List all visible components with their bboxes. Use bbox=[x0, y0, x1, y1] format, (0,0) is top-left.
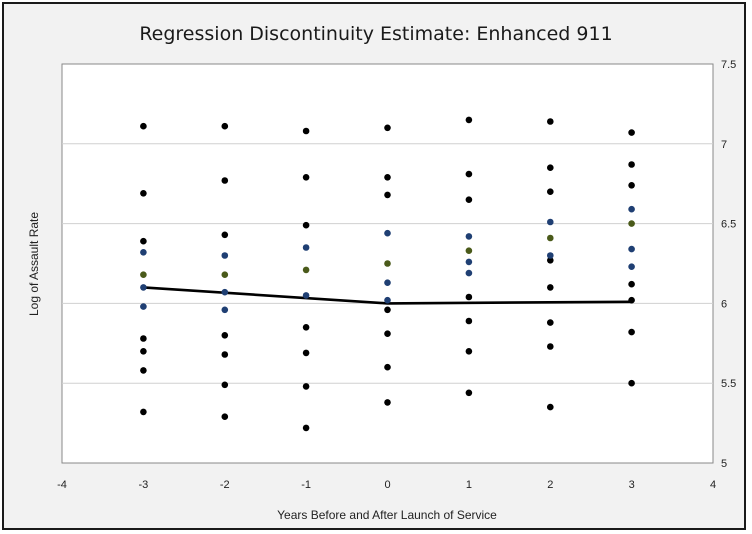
data-point bbox=[465, 293, 473, 301]
data-point bbox=[465, 258, 473, 266]
data-point bbox=[465, 389, 473, 397]
x-tick-label: 3 bbox=[629, 479, 635, 491]
data-point bbox=[628, 296, 635, 304]
x-tick-label: -1 bbox=[301, 479, 311, 491]
data-point bbox=[140, 303, 147, 310]
x-tick-label: 2 bbox=[547, 479, 553, 491]
data-point bbox=[465, 170, 473, 178]
data-point bbox=[384, 260, 391, 267]
x-tick-label: 1 bbox=[466, 479, 472, 491]
y-axis-label: Log of Assault Rate bbox=[27, 212, 41, 316]
data-point bbox=[302, 349, 310, 357]
chart-title: Regression Discontinuity Estimate: Enhan… bbox=[139, 23, 612, 45]
data-point bbox=[384, 124, 391, 132]
data-point bbox=[221, 122, 229, 130]
y-tick-label: 6 bbox=[721, 298, 727, 310]
y-tick-label: 5.5 bbox=[721, 378, 736, 390]
data-point bbox=[628, 205, 635, 213]
data-point bbox=[302, 244, 310, 251]
data-point bbox=[221, 332, 229, 339]
data-point bbox=[628, 129, 635, 136]
tick-layer: 5 5.5 6 6.5 7 7.5 -4 -3 -2 -1 0 1 2 3 4 bbox=[57, 59, 736, 491]
data-point bbox=[140, 249, 147, 256]
chart-frame: 5 5.5 6 6.5 7 7.5 -4 -3 -2 -1 0 1 2 3 4 Regression Dis… bbox=[2, 2, 746, 530]
data-point bbox=[547, 284, 554, 291]
data-point bbox=[302, 266, 310, 274]
data-point bbox=[628, 182, 635, 189]
data-point bbox=[140, 348, 147, 355]
data-point bbox=[547, 188, 554, 195]
chart-svg: 5 5.5 6 6.5 7 7.5 -4 -3 -2 -1 0 1 2 3 4 Regression Dis… bbox=[27, 23, 736, 522]
data-point bbox=[384, 191, 391, 199]
data-point bbox=[384, 330, 391, 338]
data-point bbox=[302, 174, 310, 181]
data-point bbox=[221, 288, 229, 296]
data-point bbox=[628, 280, 635, 288]
data-point bbox=[547, 164, 554, 171]
y-tick-label: 7.5 bbox=[721, 59, 736, 71]
data-point bbox=[465, 247, 473, 254]
data-point bbox=[140, 367, 147, 374]
data-point bbox=[384, 306, 391, 314]
data-point bbox=[547, 257, 554, 264]
data-point bbox=[140, 284, 147, 291]
data-point bbox=[221, 177, 229, 184]
data-point bbox=[465, 196, 473, 203]
data-point bbox=[384, 296, 391, 304]
data-point bbox=[628, 220, 635, 227]
data-point bbox=[547, 234, 554, 242]
data-point bbox=[221, 271, 229, 279]
data-point bbox=[302, 324, 310, 331]
x-tick-label: -4 bbox=[57, 479, 67, 491]
point-layer bbox=[140, 116, 635, 432]
data-point bbox=[547, 319, 554, 326]
data-point bbox=[547, 118, 554, 125]
x-tick-label: 0 bbox=[384, 479, 390, 491]
data-point bbox=[547, 218, 554, 226]
data-point bbox=[384, 174, 391, 181]
data-point bbox=[465, 233, 473, 240]
data-point bbox=[384, 399, 391, 406]
data-point bbox=[628, 245, 635, 253]
y-tick-label: 6.5 bbox=[721, 219, 736, 231]
data-point bbox=[302, 383, 310, 390]
data-point bbox=[628, 263, 635, 271]
data-point bbox=[628, 161, 635, 168]
data-point bbox=[628, 379, 635, 387]
data-point bbox=[140, 408, 147, 416]
data-point bbox=[547, 252, 554, 259]
data-point bbox=[547, 343, 554, 350]
data-point bbox=[221, 381, 229, 389]
y-tick-label: 7 bbox=[721, 139, 727, 151]
data-point bbox=[465, 116, 473, 124]
data-point bbox=[140, 122, 147, 130]
data-point bbox=[465, 317, 473, 325]
x-axis-label: Years Before and After Launch of Service bbox=[277, 508, 497, 522]
data-point bbox=[302, 292, 310, 299]
data-point bbox=[140, 190, 147, 197]
x-tick-label: 4 bbox=[710, 479, 716, 491]
data-point bbox=[465, 348, 473, 355]
data-point bbox=[140, 335, 147, 342]
data-point bbox=[221, 252, 229, 259]
data-point bbox=[302, 221, 310, 229]
data-point bbox=[140, 237, 147, 245]
data-point bbox=[628, 328, 635, 336]
data-point bbox=[221, 231, 229, 239]
data-point bbox=[384, 279, 391, 287]
data-point bbox=[384, 363, 391, 371]
y-tick-label: 5 bbox=[721, 458, 727, 470]
data-point bbox=[221, 351, 229, 358]
data-point bbox=[384, 229, 391, 237]
data-point bbox=[465, 269, 473, 277]
data-point bbox=[221, 413, 229, 421]
data-point bbox=[547, 403, 554, 411]
data-point bbox=[302, 127, 310, 135]
x-tick-label: -3 bbox=[138, 479, 148, 491]
data-point bbox=[221, 306, 229, 314]
x-tick-label: -2 bbox=[220, 479, 230, 491]
data-point bbox=[140, 271, 147, 279]
data-point bbox=[302, 424, 310, 432]
